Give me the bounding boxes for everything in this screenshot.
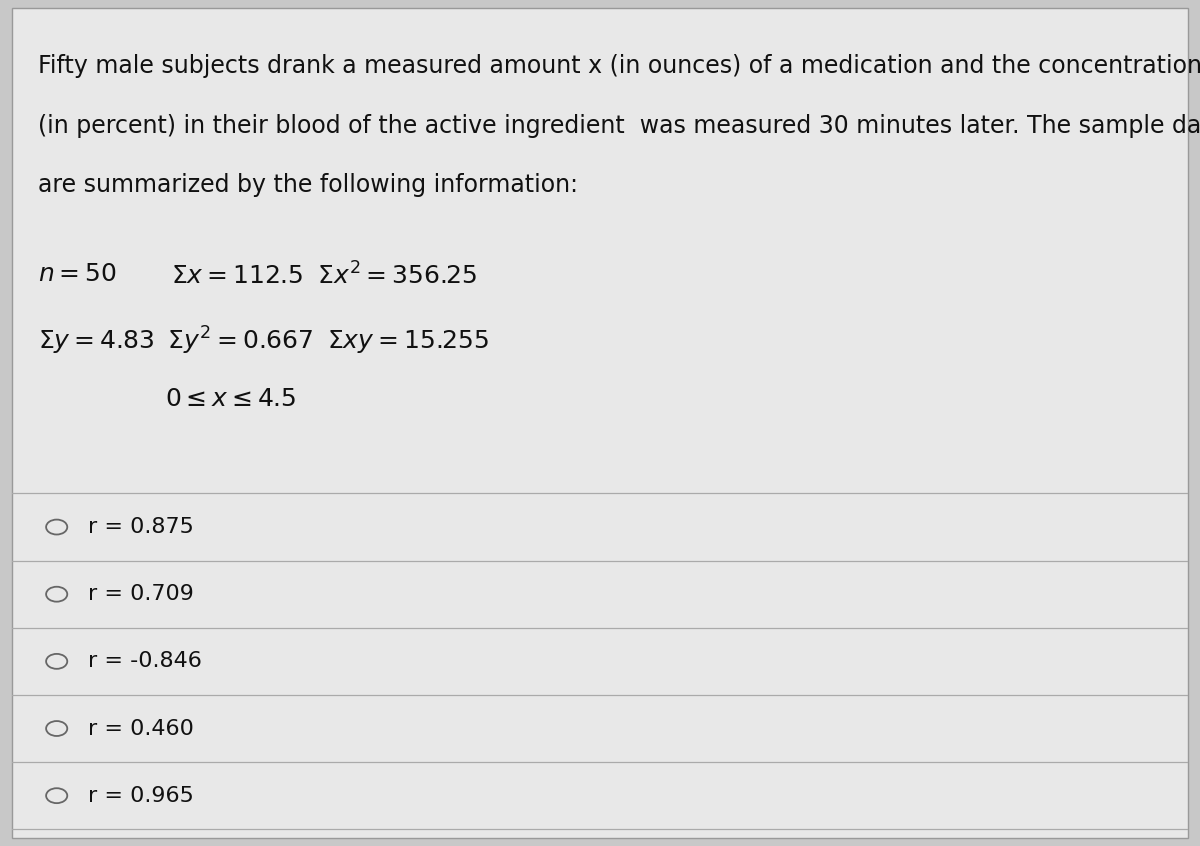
Text: r = 0.460: r = 0.460 <box>89 718 194 739</box>
Text: are summarized by the following information:: are summarized by the following informat… <box>38 173 578 197</box>
Text: (in percent) in their blood of the active ingredient  was measured 30 minutes la: (in percent) in their blood of the activ… <box>38 113 1200 138</box>
Text: $n = 50$: $n = 50$ <box>38 262 116 286</box>
Text: r = 0.965: r = 0.965 <box>89 786 194 805</box>
Text: r = -0.846: r = -0.846 <box>89 651 203 672</box>
Text: r = 0.709: r = 0.709 <box>89 585 194 604</box>
Text: r = 0.875: r = 0.875 <box>89 517 194 537</box>
Text: $\Sigma y = 4.83\;\; \Sigma y^2 = 0.667\;\; \Sigma xy = 15.255$: $\Sigma y = 4.83\;\; \Sigma y^2 = 0.667\… <box>38 324 488 356</box>
Text: $0 \leq x \leq 4.5$: $0 \leq x \leq 4.5$ <box>164 387 296 410</box>
FancyBboxPatch shape <box>12 8 1188 838</box>
Text: $\Sigma x = 112.5\;\; \Sigma x^2 = 356.25$: $\Sigma x = 112.5\;\; \Sigma x^2 = 356.2… <box>170 262 478 289</box>
Text: Fifty male subjects drank a measured amount x (in ounces) of a medication and th: Fifty male subjects drank a measured amo… <box>38 54 1200 78</box>
